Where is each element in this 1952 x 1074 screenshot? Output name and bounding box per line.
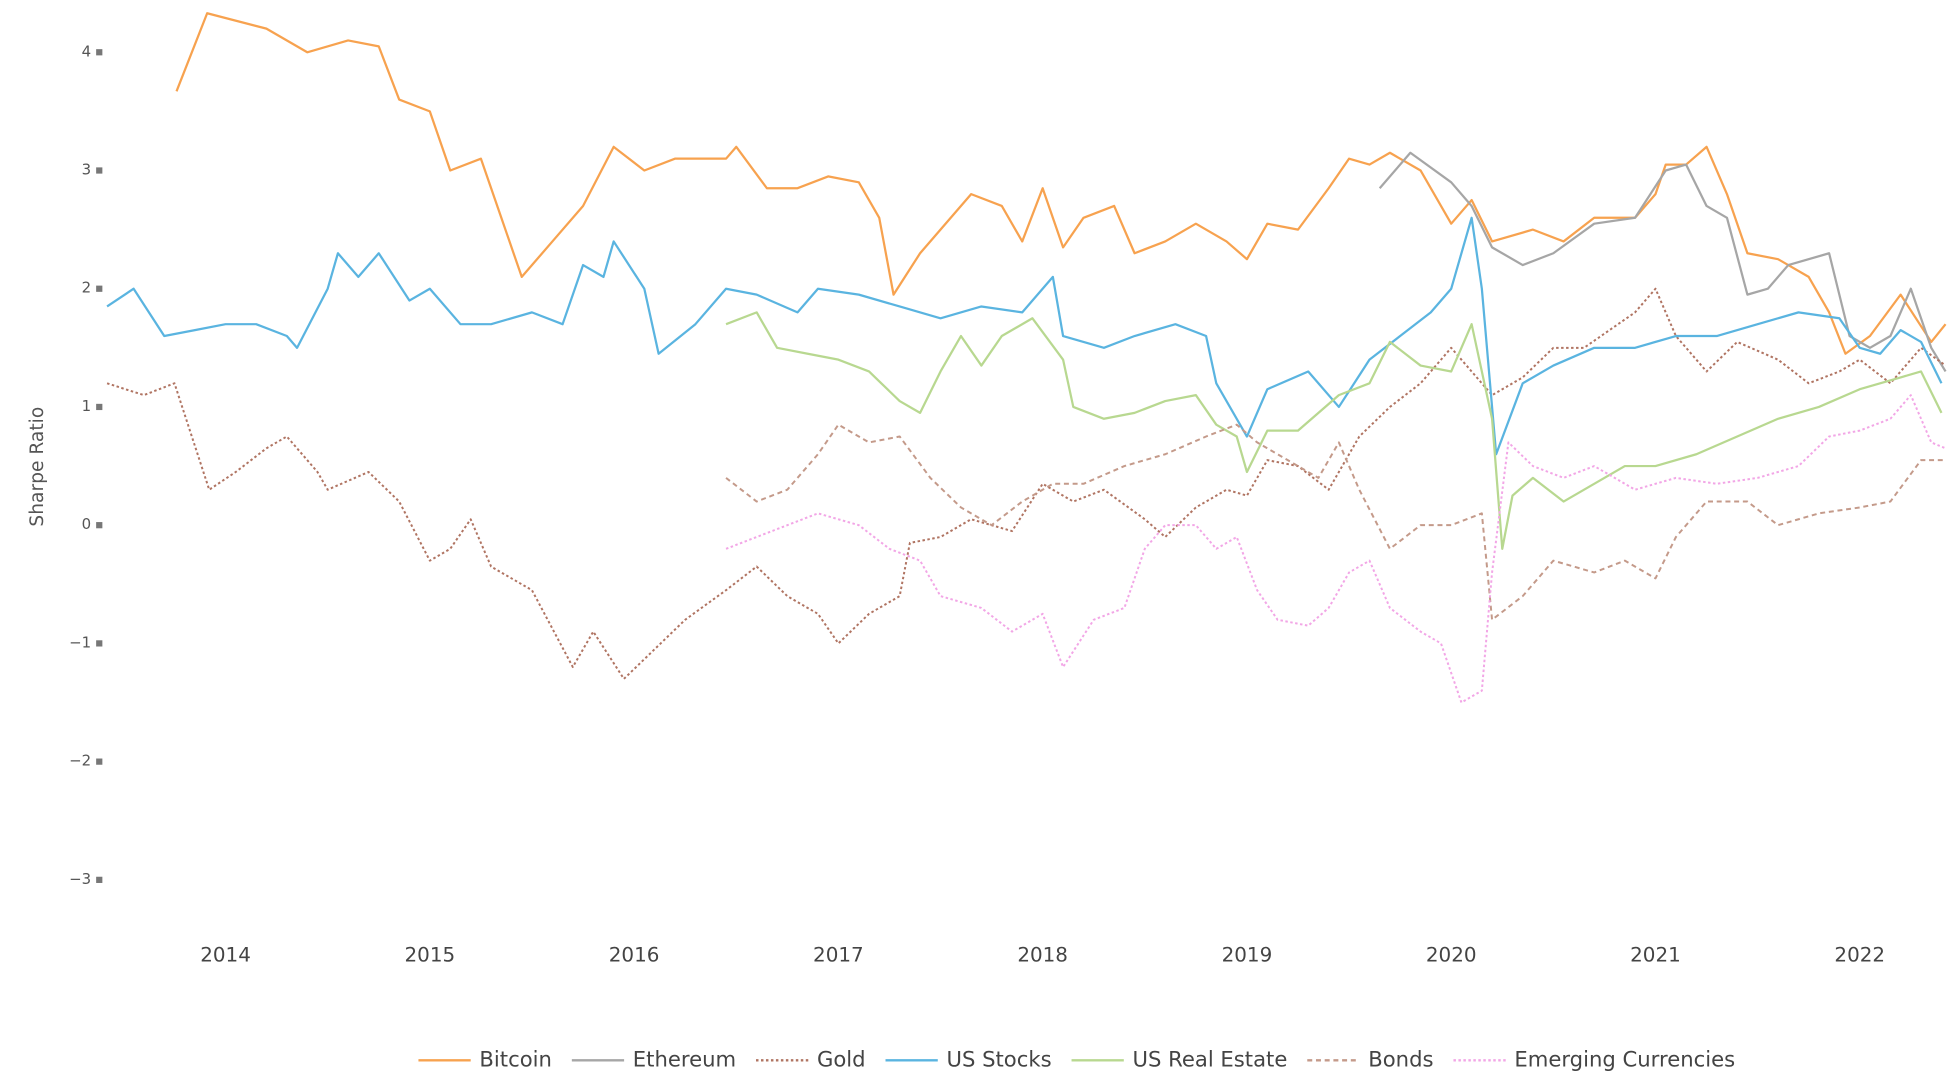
y-tick-mark: [96, 49, 103, 56]
y-tick-label: −3: [69, 870, 91, 888]
legend-label: Emerging Currencies: [1514, 1046, 1735, 1071]
y-tick-label: 1: [82, 397, 92, 415]
legend-label: US Stocks: [946, 1046, 1051, 1071]
x-tick-label: 2015: [404, 943, 455, 966]
y-tick-label: −1: [69, 633, 91, 651]
series-line: [106, 216, 1943, 456]
y-tick-mark: [96, 640, 103, 647]
y-axis-label: Sharpe Ratio: [27, 407, 48, 527]
y-tick-mark: [96, 876, 103, 883]
x-tick-label: 2017: [813, 943, 864, 966]
series-line: [725, 394, 1946, 704]
y-tick-mark: [96, 522, 103, 529]
legend-label: Gold: [817, 1046, 866, 1071]
y-tick-label: 0: [82, 515, 92, 533]
x-tick-label: 2022: [1834, 943, 1885, 966]
x-tick-label: 2018: [1017, 943, 1068, 966]
y-tick-mark: [96, 167, 103, 174]
series-line: [106, 287, 1947, 680]
y-tick-mark: [96, 285, 103, 292]
series-line: [725, 423, 1946, 621]
x-tick-label: 2016: [609, 943, 660, 966]
series-line: [1378, 151, 1947, 373]
y-tick-label: 2: [82, 279, 92, 297]
x-tick-label: 2019: [1222, 943, 1273, 966]
series-line: [725, 311, 1943, 550]
legend-label: Bitcoin: [479, 1046, 552, 1071]
legend-label: Ethereum: [633, 1046, 736, 1071]
y-tick-mark: [96, 403, 103, 411]
y-tick-label: 3: [82, 160, 92, 178]
y-tick-mark: [96, 758, 103, 765]
legend-label: US Real Estate: [1133, 1046, 1288, 1071]
x-tick-label: 2021: [1630, 943, 1681, 966]
y-tick-label: −2: [69, 752, 91, 770]
x-tick-label: 2014: [200, 943, 251, 966]
y-tick-label: 4: [82, 42, 92, 60]
legend-label: Bonds: [1368, 1046, 1433, 1071]
x-tick-label: 2020: [1426, 943, 1477, 966]
